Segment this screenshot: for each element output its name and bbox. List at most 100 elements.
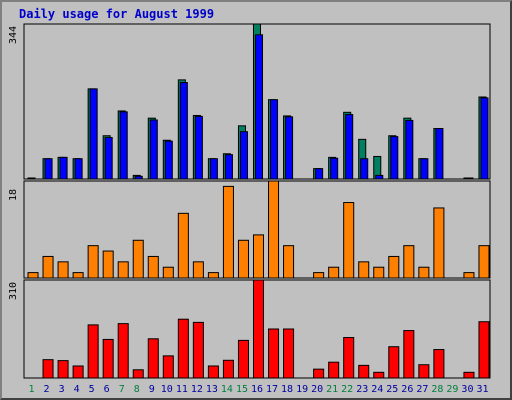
- bar-day-2: [42, 359, 54, 379]
- bar-day-15: [237, 239, 249, 279]
- x-tick-label: 23: [356, 384, 368, 395]
- bar-day-31: [480, 97, 489, 180]
- bar-day-22: [343, 337, 355, 379]
- bar-day-11: [177, 212, 189, 279]
- bar-day-17: [268, 328, 280, 379]
- bar-day-6: [104, 137, 113, 180]
- bar-day-2: [44, 158, 53, 180]
- bar-day-31: [478, 321, 490, 379]
- bar-day-5: [87, 324, 99, 379]
- bar-day-6: [102, 250, 114, 279]
- bar-day-27: [420, 158, 429, 180]
- bar-day-7: [119, 111, 128, 180]
- y-max-label: 310: [8, 282, 19, 300]
- x-tick-label: 4: [74, 384, 80, 395]
- bar-day-9: [147, 255, 159, 279]
- y-max-label: 344: [8, 26, 19, 44]
- bar-day-28: [435, 128, 444, 180]
- bar-day-10: [162, 355, 174, 379]
- x-tick-label: 20: [311, 384, 323, 395]
- bar-day-21: [328, 361, 340, 379]
- bar-day-20: [313, 368, 325, 379]
- bar-day-17: [268, 180, 280, 279]
- bar-day-27: [418, 266, 430, 279]
- x-tick-label: 15: [236, 384, 248, 395]
- bar-day-24: [373, 371, 385, 379]
- bar-day-28: [433, 207, 445, 279]
- bar-day-15: [237, 339, 249, 379]
- bar-day-6: [102, 338, 114, 379]
- bar-day-12: [194, 115, 203, 180]
- bar-day-18: [285, 116, 294, 180]
- bar-day-13: [207, 272, 219, 279]
- bar-day-13: [209, 158, 218, 180]
- bar-day-18: [283, 328, 295, 379]
- x-tick-label: 31: [476, 384, 488, 395]
- bar-day-1: [27, 272, 39, 279]
- chart-title: Daily usage for August 1999: [19, 7, 215, 21]
- x-tick-label: 10: [161, 384, 173, 395]
- x-tick-label: 14: [221, 384, 233, 395]
- bar-day-26: [405, 119, 414, 180]
- bar-day-22: [343, 202, 355, 279]
- x-tick-label: 3: [59, 384, 65, 395]
- bar-day-10: [164, 140, 173, 180]
- bar-day-21: [330, 157, 339, 180]
- bar-day-16: [254, 34, 264, 180]
- bar-day-16: [252, 234, 265, 279]
- bar-day-1: [27, 177, 36, 180]
- x-tick-label: 13: [206, 384, 218, 395]
- bar-day-20: [313, 272, 325, 279]
- bar-day-11: [179, 82, 188, 180]
- x-tick-label: 16: [251, 384, 263, 395]
- bar-day-5: [87, 245, 99, 279]
- x-tick-label: 21: [326, 384, 338, 395]
- bar-day-24: [373, 266, 385, 279]
- bar-day-3: [59, 156, 68, 180]
- bar-day-12: [192, 321, 204, 379]
- x-tick-label: 11: [176, 384, 188, 395]
- bar-day-21: [328, 266, 340, 279]
- x-tick-label: 24: [371, 384, 383, 395]
- y-max-label: 18: [8, 189, 19, 201]
- bar-day-8: [132, 239, 144, 279]
- bar-day-14: [224, 154, 233, 180]
- bar-day-12: [192, 261, 204, 279]
- bar-day-16: [252, 279, 265, 379]
- bar-day-2: [42, 255, 54, 279]
- x-tick-label: 2: [44, 384, 50, 395]
- x-tick-label: 17: [266, 384, 278, 395]
- x-tick-label: 28: [431, 384, 443, 395]
- x-tick-label: 7: [119, 384, 125, 395]
- x-tick-label: 29: [446, 384, 458, 395]
- x-tick-label: 5: [89, 384, 95, 395]
- bar-day-7: [117, 323, 129, 379]
- bar-day-14: [222, 185, 234, 279]
- x-tick-label: 12: [191, 384, 203, 395]
- bar-day-10: [162, 266, 174, 279]
- bar-day-31: [478, 245, 490, 279]
- bar-day-11: [177, 318, 189, 379]
- bar-day-26: [403, 330, 415, 379]
- x-tick-label: 9: [149, 384, 155, 395]
- bar-day-3: [57, 360, 69, 379]
- bar-day-8: [132, 369, 144, 379]
- bar-day-4: [74, 158, 83, 180]
- bar-day-22: [345, 114, 354, 180]
- x-tick-label: 26: [401, 384, 413, 395]
- x-tick-label: 18: [281, 384, 293, 395]
- bar-day-30: [463, 371, 475, 379]
- bar-day-23: [360, 158, 369, 180]
- bar-day-25: [390, 136, 399, 180]
- x-tick-label: 27: [416, 384, 428, 395]
- bar-day-9: [149, 119, 158, 180]
- x-tick-label: 30: [461, 384, 473, 395]
- bar-day-14: [222, 359, 234, 379]
- bar-day-7: [117, 261, 129, 279]
- bar-day-30: [463, 272, 475, 279]
- bar-day-25: [388, 346, 400, 379]
- bar-day-4: [72, 365, 84, 379]
- bar-day-17: [270, 99, 279, 180]
- bar-day-24: [375, 174, 384, 180]
